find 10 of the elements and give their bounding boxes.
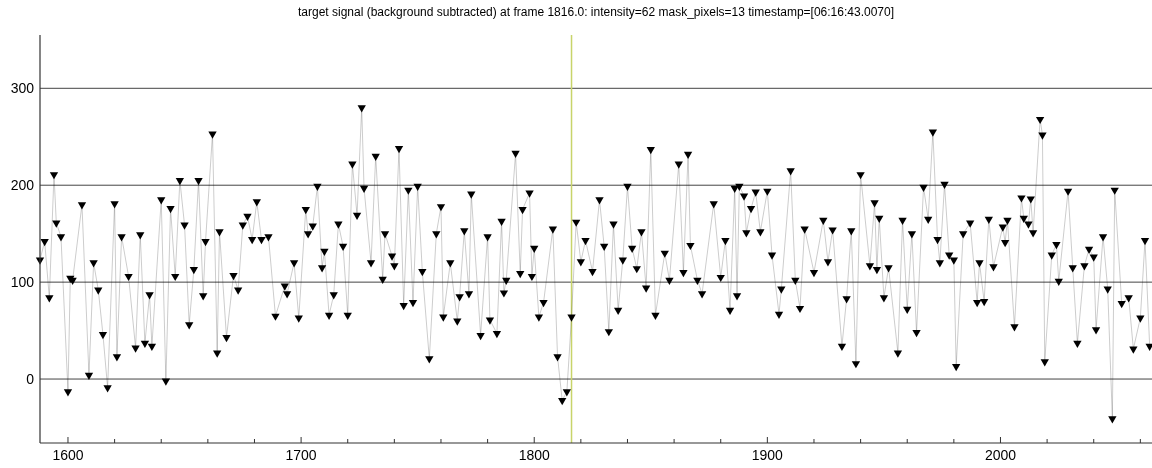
y-tick-label: 0 bbox=[26, 371, 35, 388]
x-tick-label: 2000 bbox=[984, 447, 1017, 463]
y-tick-label: 100 bbox=[10, 274, 35, 291]
y-tick-label: 300 bbox=[10, 80, 35, 97]
x-tick-label: 1800 bbox=[518, 447, 550, 463]
x-tick-label: 1700 bbox=[285, 447, 317, 463]
x-tick-label: 1600 bbox=[52, 447, 84, 463]
chart-title: target signal (background subtracted) at frame 1816.0: intensity=62 mask_pixels=13 timestamp=[06:16:43.0070] bbox=[297, 5, 895, 19]
x-tick-label: 1900 bbox=[751, 447, 784, 463]
y-tick-label: 200 bbox=[10, 177, 35, 194]
